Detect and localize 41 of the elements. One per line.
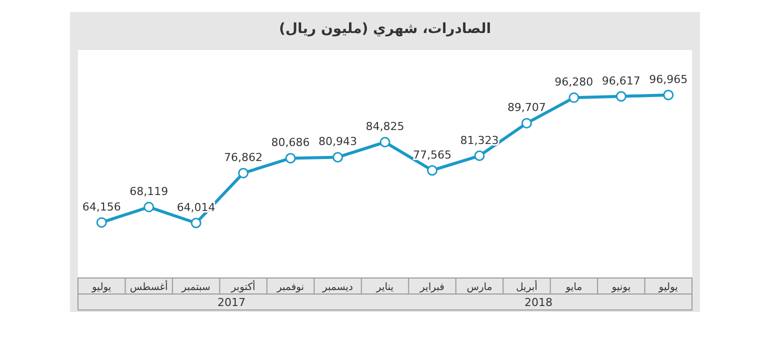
point <box>144 202 154 212</box>
point <box>380 136 390 148</box>
point <box>616 91 626 102</box>
data-label: 77,565 <box>412 148 452 162</box>
data-label: 76,862 <box>224 151 263 164</box>
x-tick-label: يونيو <box>610 282 631 293</box>
x-tick-label: أبريل <box>516 280 538 293</box>
data-label: 84,825 <box>366 120 404 134</box>
data-label: 96,617 <box>602 74 640 88</box>
x-tick-label: أغسطس <box>130 280 168 293</box>
x-tick-label: يناير <box>375 282 394 293</box>
data-label: 64,156 <box>82 200 121 214</box>
point <box>96 217 107 228</box>
point <box>332 152 344 162</box>
point <box>663 90 674 100</box>
text: 2018 <box>524 296 552 309</box>
data-label: 80,943 <box>318 135 358 148</box>
point <box>190 218 202 228</box>
x-tick-label: يوليو <box>658 282 678 293</box>
x-tick-label: مارس <box>466 282 492 293</box>
data-label: 81,323 <box>460 134 499 147</box>
point <box>285 152 296 164</box>
data-label: 96,280 <box>554 76 594 89</box>
point <box>238 168 249 178</box>
point <box>568 92 580 103</box>
x-tick-label: مايو <box>564 282 582 293</box>
data-label: 68,119 <box>130 185 168 198</box>
point <box>521 118 532 128</box>
x-tick-label: فبراير <box>419 282 445 293</box>
x-tick-label: ديسمبر <box>322 282 354 293</box>
data-label: 89,707 <box>507 101 546 114</box>
data-label: 96,965 <box>649 73 688 86</box>
text: 2017 <box>218 296 246 309</box>
point <box>426 165 438 176</box>
point <box>474 150 485 162</box>
x-tick-label: أكتوبر <box>230 280 256 293</box>
x-tick-label: يوليو <box>91 282 112 293</box>
data-label: 80,686 <box>271 136 310 150</box>
x-tick-label: نوفمبر <box>276 282 304 293</box>
x-tick-label: سبتمبر <box>180 282 210 293</box>
chart-title: الصادرات، شهري (مليون ريال) <box>278 21 492 37</box>
